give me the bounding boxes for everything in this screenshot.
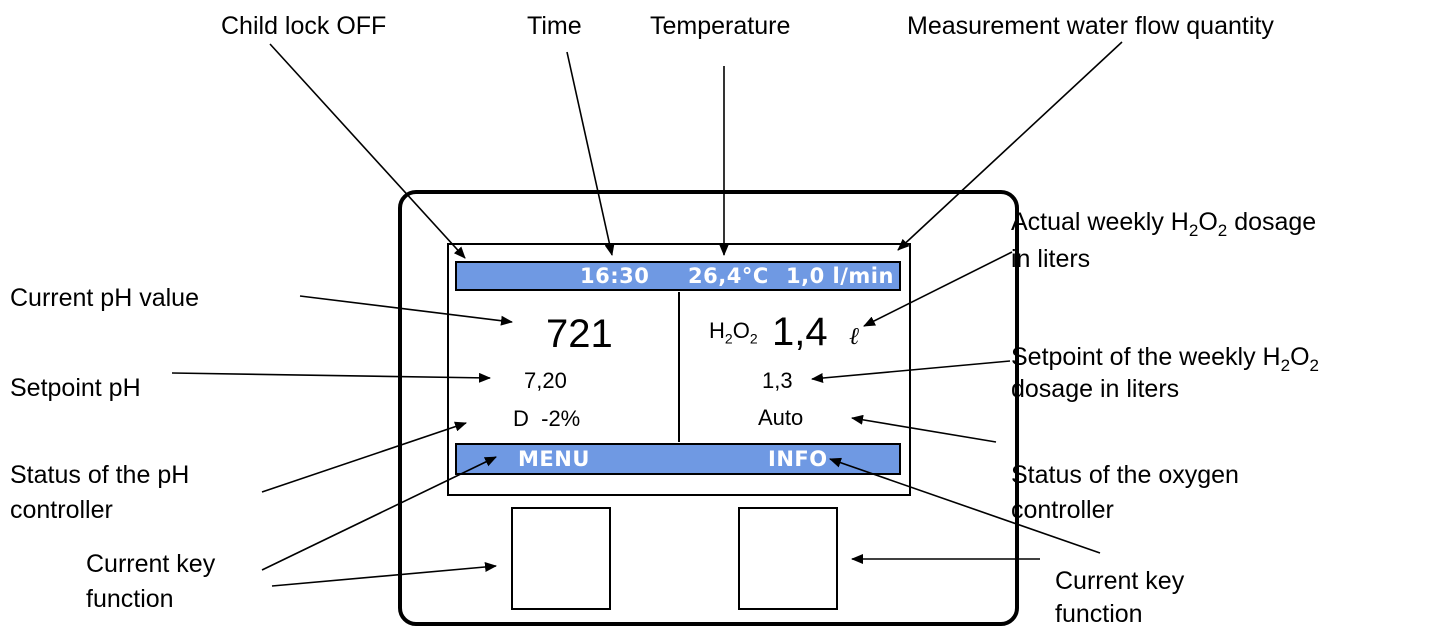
controller-housing bbox=[398, 190, 1019, 626]
screen-divider bbox=[678, 292, 680, 442]
temperature-readout: 26,4°C bbox=[688, 264, 769, 288]
label-weekly-setpoint-2: dosage in liters bbox=[1011, 375, 1180, 403]
flow-readout: 1,0 l/min bbox=[786, 264, 894, 288]
leader-weekly-setpoint bbox=[811, 360, 1011, 383]
label-weekly-actual: Actual weekly H2O2 dosage bbox=[1011, 208, 1317, 240]
label-status-ph-2: controller bbox=[10, 496, 113, 524]
label-status-ph: Status of the pH bbox=[10, 461, 190, 489]
label-weekly-setpoint: Setpoint of the weekly H2O2 bbox=[1011, 343, 1319, 375]
label-status-oxygen: Status of the oxygen bbox=[1011, 461, 1239, 489]
time-readout: 16:30 bbox=[580, 264, 650, 288]
h2o2-setpoint: 1,3 bbox=[762, 368, 793, 393]
ph-status: D -2% bbox=[513, 406, 581, 431]
leader-current-ph bbox=[299, 295, 513, 326]
top-status-bar bbox=[455, 261, 901, 291]
left-key-button[interactable] bbox=[511, 507, 611, 610]
leader-time bbox=[566, 51, 615, 256]
h2o2-value: 1,4 bbox=[772, 310, 828, 354]
leader-weekly-actual bbox=[863, 251, 1013, 327]
h2o2-unit: ℓ bbox=[849, 322, 859, 350]
leader-status-oxygen bbox=[851, 414, 997, 443]
leader-child-lock bbox=[269, 43, 466, 259]
leader-key-menu bbox=[261, 456, 497, 571]
label-key-right-2: function bbox=[1055, 600, 1143, 628]
leader-key-left bbox=[271, 561, 497, 587]
leader-status-ph bbox=[261, 421, 467, 493]
label-temperature: Temperature bbox=[650, 12, 791, 40]
menu-softkey-label: MENU bbox=[518, 447, 590, 471]
info-softkey-label: INFO bbox=[768, 447, 828, 471]
leader-setpoint-ph bbox=[171, 372, 491, 383]
label-setpoint-ph: Setpoint pH bbox=[10, 374, 141, 402]
label-time: Time bbox=[527, 12, 582, 40]
ph-setpoint: 7,20 bbox=[524, 368, 567, 393]
label-status-oxygen-2: controller bbox=[1011, 496, 1114, 524]
label-weekly-actual-2: in liters bbox=[1011, 245, 1091, 273]
bottom-key-bar bbox=[455, 443, 901, 475]
leader-key-info bbox=[829, 457, 1101, 554]
label-child-lock: Child lock OFF bbox=[221, 12, 387, 40]
oxygen-status: Auto bbox=[758, 405, 804, 430]
ph-value: 721 bbox=[546, 312, 613, 356]
label-current-ph: Current pH value bbox=[10, 284, 199, 312]
right-key-button[interactable] bbox=[738, 507, 838, 610]
label-flow: Measurement water flow quantity bbox=[907, 12, 1274, 40]
label-key-right: Current key bbox=[1055, 567, 1185, 595]
label-key-left-2: function bbox=[86, 585, 174, 613]
leader-flow bbox=[897, 41, 1123, 251]
label-key-left: Current key bbox=[86, 550, 216, 578]
h2o2-formula: H2O2 bbox=[709, 318, 758, 347]
